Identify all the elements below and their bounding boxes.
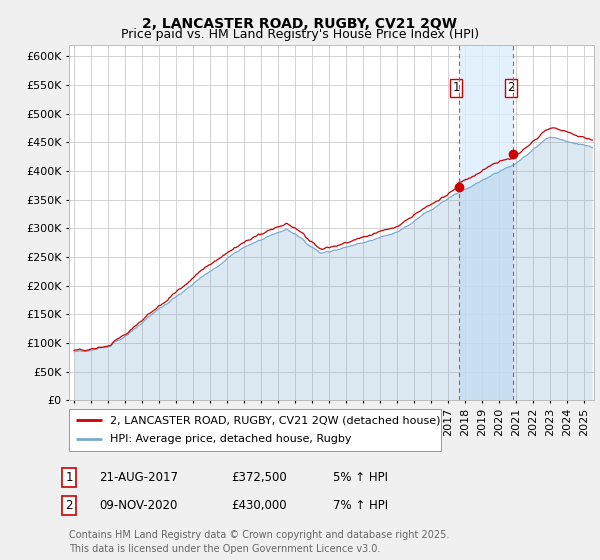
Text: 09-NOV-2020: 09-NOV-2020 — [99, 498, 178, 512]
Text: 2: 2 — [65, 498, 73, 512]
Text: 2, LANCASTER ROAD, RUGBY, CV21 2QW (detached house): 2, LANCASTER ROAD, RUGBY, CV21 2QW (deta… — [110, 415, 440, 425]
Text: Price paid vs. HM Land Registry's House Price Index (HPI): Price paid vs. HM Land Registry's House … — [121, 28, 479, 41]
Text: 2, LANCASTER ROAD, RUGBY, CV21 2QW: 2, LANCASTER ROAD, RUGBY, CV21 2QW — [143, 17, 458, 31]
Text: Contains HM Land Registry data © Crown copyright and database right 2025.
This d: Contains HM Land Registry data © Crown c… — [69, 530, 449, 554]
Text: HPI: Average price, detached house, Rugby: HPI: Average price, detached house, Rugb… — [110, 435, 352, 445]
Text: 2: 2 — [507, 81, 515, 94]
Text: 1: 1 — [452, 81, 460, 94]
Bar — [459, 45, 514, 400]
Text: 7% ↑ HPI: 7% ↑ HPI — [333, 498, 388, 512]
Text: 21-AUG-2017: 21-AUG-2017 — [99, 470, 178, 484]
Text: 1: 1 — [65, 470, 73, 484]
Text: £430,000: £430,000 — [231, 498, 287, 512]
Text: £372,500: £372,500 — [231, 470, 287, 484]
Text: 5% ↑ HPI: 5% ↑ HPI — [333, 470, 388, 484]
